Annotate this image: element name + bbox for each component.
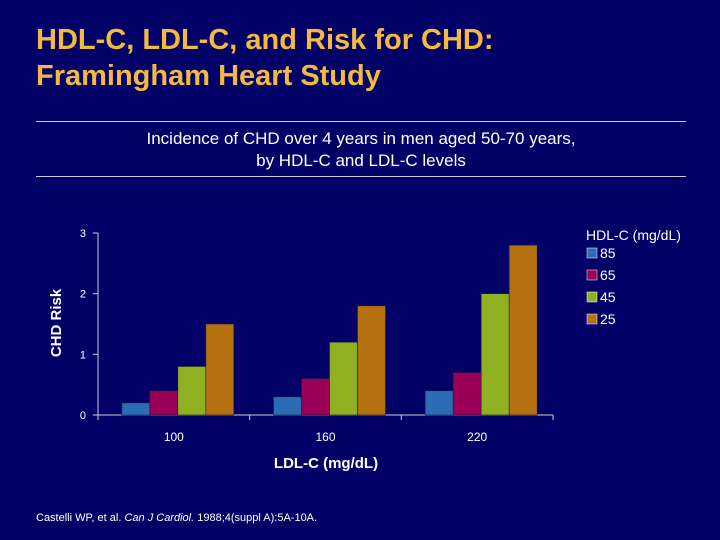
y-tick-label: 1 — [80, 349, 86, 361]
citation-journal: Can J Cardiol. — [124, 512, 195, 524]
bar-45-100 — [177, 366, 207, 416]
bar-65-220 — [452, 372, 482, 416]
bar-25-220 — [508, 244, 538, 416]
legend-swatch-85 — [586, 247, 598, 259]
legend-label-25: 25 — [600, 311, 616, 327]
y-tick-label: 2 — [80, 289, 86, 301]
legend-swatch-45 — [586, 291, 598, 303]
bar-25-160 — [357, 305, 386, 416]
bar-25-100 — [205, 323, 235, 416]
legend-label-65: 65 — [600, 267, 616, 283]
slide-title-line-1: HDL-C, LDL-C, and Risk for CHD: — [36, 24, 494, 56]
bar-45-220 — [480, 293, 510, 416]
legend-label-45: 45 — [600, 289, 616, 305]
legend-label-85: 85 — [600, 245, 616, 261]
subtitle-line-2: by HDL-C and LDL-C levels — [256, 151, 466, 170]
legend-swatch-65 — [586, 269, 598, 281]
bar-65-160 — [301, 378, 330, 416]
x-tick-label: 160 — [315, 430, 335, 444]
bar-45-160 — [329, 341, 358, 416]
bar-65-100 — [149, 390, 179, 416]
slide-title-line-2: Framingham Heart Study — [36, 60, 381, 92]
subtitle-line-1: Incidence of CHD over 4 years in men age… — [146, 129, 576, 148]
bar-85-220 — [424, 390, 454, 416]
bar-85-100 — [121, 402, 151, 416]
chart-subtitle: Incidence of CHD over 4 years in men age… — [36, 128, 686, 172]
citation: Castelli WP, et al. Can J Cardiol. 1988;… — [36, 512, 317, 524]
y-tick-label: 3 — [80, 228, 86, 240]
bar-85-160 — [273, 396, 302, 416]
bottom-divider — [36, 176, 686, 177]
y-tick-labels: 0 1 2 3 — [80, 228, 86, 422]
x-tick-labels: 100 160 220 — [164, 430, 488, 444]
top-divider — [36, 121, 686, 122]
legend-title: HDL-C (mg/dL) — [586, 227, 681, 243]
citation-details: 1988;4(suppl A):5A-10A. — [197, 512, 318, 524]
slide-title: HDL-C, LDL-C, and Risk for CHD: Framingh… — [36, 22, 696, 94]
chart-legend: HDL-C (mg/dL) 85 65 45 25 — [586, 227, 681, 327]
x-tick-label: 220 — [467, 430, 487, 444]
x-tick-label: 100 — [164, 430, 184, 444]
x-axis-label: LDL-C (mg/dL) — [274, 455, 378, 472]
citation-authors: Castelli WP, et al. — [36, 512, 122, 524]
chart-bars — [121, 244, 538, 416]
y-tick-label: 0 — [80, 410, 86, 422]
legend-swatch-25 — [586, 313, 598, 325]
y-axis-label: CHD Risk — [48, 288, 65, 357]
